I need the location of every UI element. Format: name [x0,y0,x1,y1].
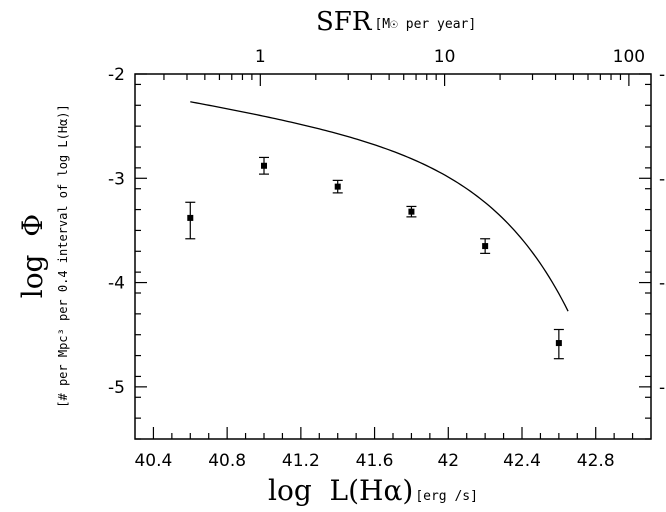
x-tick-label: 41.2 [282,451,320,471]
top-axis-ticks: 1 10 100 [163,47,645,86]
y-tick-label-right: -4 [659,274,666,294]
x-tick-label: 42.8 [577,451,615,471]
top-tick-label: 100 [613,47,645,67]
data-point [408,208,415,215]
x-tick-label: 40.4 [134,451,172,471]
schechter-fit-curve [190,101,569,312]
y-tick-label-right: -5 [659,378,666,398]
top-axis-label-main: SFR [316,7,373,37]
x-axis-label-sub: [erg /s] [415,489,478,504]
x-axis-ticks: 40.4 40.8 41.2 41.6 42 42.4 42.8 [134,427,634,471]
y-tick-label: -2 [108,65,125,85]
x-tick-label: 42 [437,451,459,471]
data-point [482,243,489,250]
y-tick-label: -5 [108,378,125,398]
y-axis-label: log Φ [# per Mpc³ per 0.4 interval of lo… [16,104,70,407]
y-tick-label-right: -3 [659,169,666,189]
y-tick-label: -4 [108,274,125,294]
data-point [187,214,194,221]
x-axis-label: log L(Hα) [erg /s] [268,474,478,507]
top-axis-label-sub: [M☉ per year] [374,17,476,32]
data-point [261,162,267,169]
data-point [334,183,341,190]
top-tick-label: 1 [255,47,266,67]
top-tick-label: 10 [434,47,456,67]
x-tick-label: 40.8 [208,451,246,471]
data-points [185,156,564,360]
x-tick-label: 42.4 [503,451,541,471]
y-tick-label-right: -2 [659,65,666,85]
x-tick-label: 41.6 [356,451,394,471]
x-axis-label-main: log L(Hα) [268,474,413,507]
y-axis-ticks: -2 -2 -3 -3 -4 -4 -5 -5 [108,65,666,440]
y-tick-label: -3 [108,169,125,189]
top-axis-label: SFR [M☉ per year] [316,7,476,37]
plot-frame [134,73,652,440]
y-axis-label-sub: [# per Mpc³ per 0.4 interval of log L(Hα… [56,104,70,407]
y-axis-label-main: log Φ [16,214,49,299]
data-point [555,340,562,347]
